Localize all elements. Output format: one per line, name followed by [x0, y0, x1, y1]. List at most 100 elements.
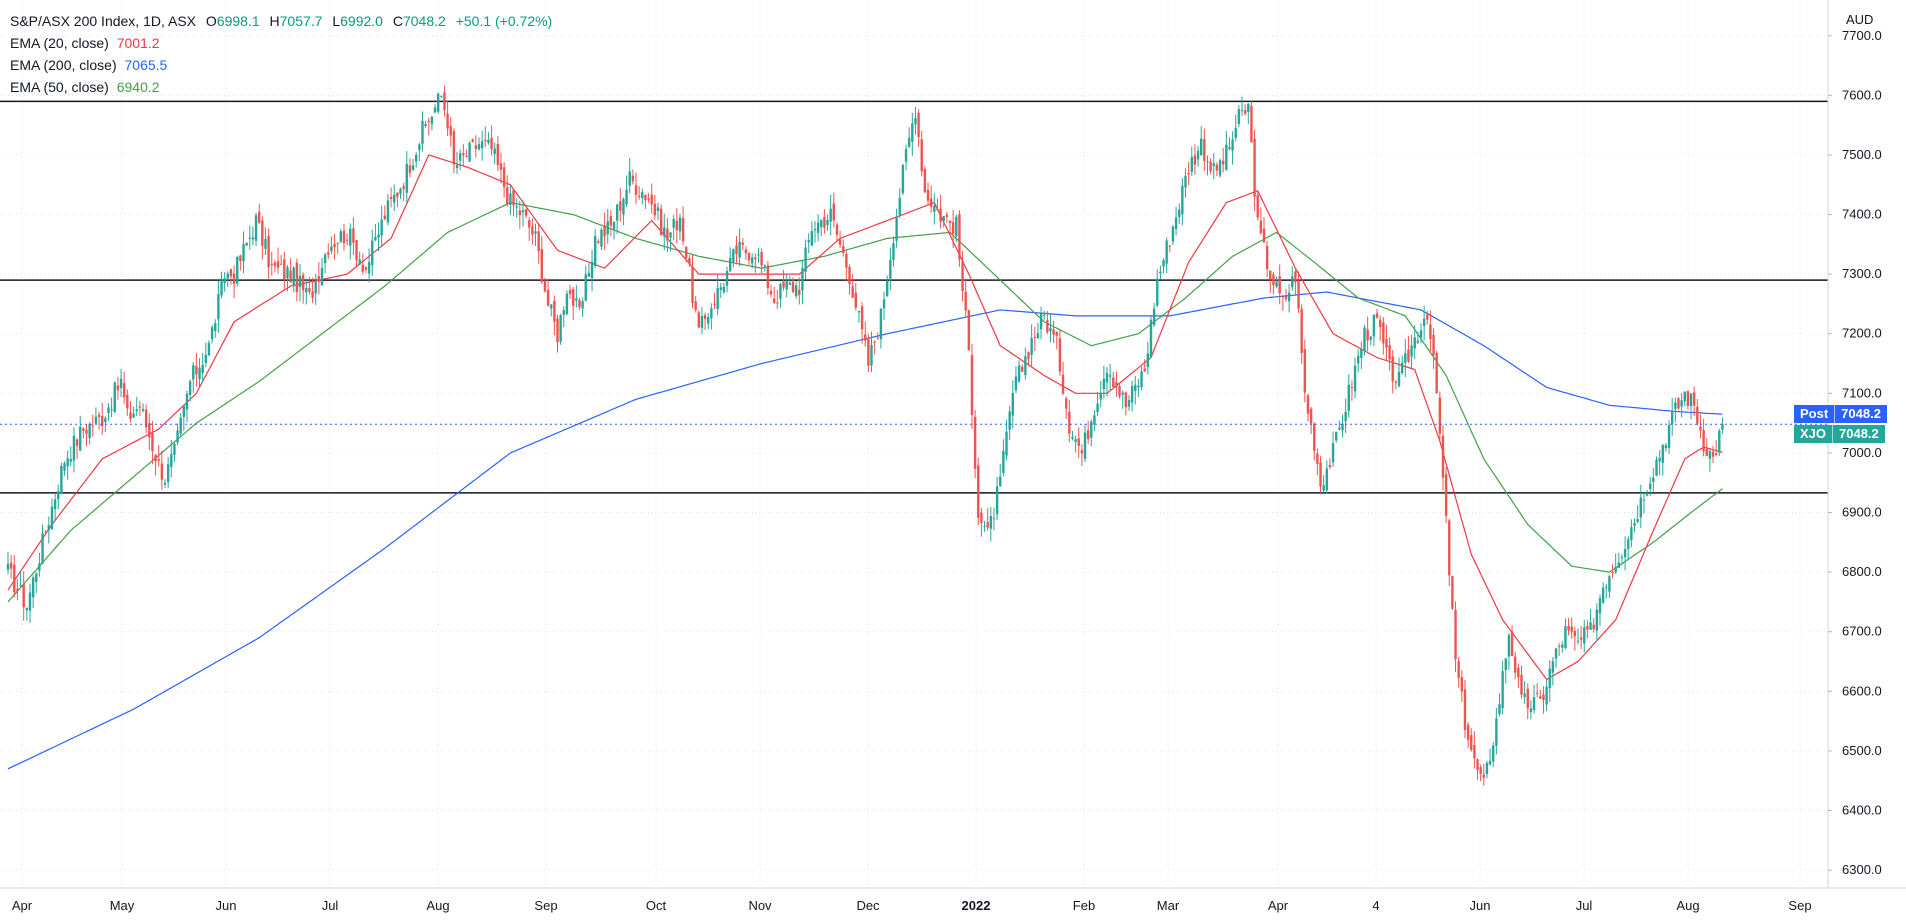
candle-body — [666, 228, 669, 241]
candle-body — [741, 242, 744, 245]
candle-body — [1419, 330, 1423, 338]
candle-body — [892, 243, 895, 260]
candle-body — [1514, 656, 1517, 673]
ema20-value: 7001.2 — [116, 35, 160, 51]
candle-body — [22, 584, 25, 608]
candle-body — [239, 255, 242, 261]
candle-body — [1617, 562, 1621, 568]
candle-body — [493, 148, 496, 154]
candle-body — [1275, 281, 1278, 287]
candle-body — [719, 287, 722, 290]
candle-body — [421, 120, 424, 144]
candle-body — [1476, 759, 1479, 771]
candle-body — [791, 281, 795, 292]
candle-body — [320, 268, 324, 286]
candle-body — [480, 141, 484, 149]
change-value: +50.1 (+0.72%) — [455, 13, 553, 29]
candle-body — [1052, 329, 1055, 335]
candle-body — [1400, 362, 1404, 373]
candle-body — [807, 240, 810, 243]
chart-grid — [0, 0, 1828, 888]
candle-body — [634, 185, 638, 195]
candle-body — [810, 231, 814, 246]
close-label: C — [392, 13, 403, 29]
candle-body — [1488, 760, 1492, 765]
low-value: 6992.0 — [340, 13, 383, 29]
x-tick-label: May — [110, 898, 135, 913]
candle-body — [1206, 161, 1209, 163]
candle-body — [104, 418, 107, 422]
x-tick-label: Sep — [534, 898, 557, 913]
candle-body — [1378, 319, 1382, 327]
candle-body — [301, 274, 305, 291]
post-tag-label: Post — [1794, 405, 1836, 423]
candle-body — [1611, 572, 1614, 574]
candle-body — [427, 120, 430, 122]
ema200-label: EMA (200, close) — [10, 57, 117, 73]
candle-body — [977, 465, 980, 518]
candle-body — [823, 217, 826, 228]
x-tick-label: Apr — [12, 898, 33, 913]
candle-body — [603, 225, 606, 237]
candle-body — [232, 273, 236, 285]
candle-body — [546, 289, 550, 306]
candle-body — [750, 257, 754, 264]
candle-body — [446, 113, 449, 129]
candle-body — [1529, 708, 1533, 713]
ema50-legend[interactable]: EMA (50, close) 6940.2 — [10, 76, 552, 98]
candle-body — [75, 439, 79, 446]
candle-body — [1598, 598, 1602, 614]
candle-body — [1357, 355, 1360, 364]
candle-body — [1055, 331, 1058, 336]
candle-body — [782, 281, 785, 288]
candle-body — [1667, 424, 1671, 448]
candle-body — [1265, 245, 1269, 270]
candle-body — [1375, 313, 1379, 318]
candle-body — [339, 231, 343, 242]
candle-body — [455, 164, 459, 168]
ema20-legend[interactable]: EMA (20, close) 7001.2 — [10, 32, 552, 54]
x-tick-label: Mar — [1157, 898, 1180, 913]
candle-body — [983, 525, 986, 527]
candle-body — [1086, 430, 1090, 439]
candle-body — [556, 318, 559, 343]
candle-body — [1137, 385, 1140, 388]
candle-body — [685, 246, 688, 258]
candle-body — [1256, 194, 1259, 218]
candle-body — [1360, 348, 1363, 358]
x-tick-label: Jul — [322, 898, 339, 913]
candle-body — [653, 203, 657, 216]
candle-body — [923, 168, 927, 193]
candle-body — [1504, 658, 1507, 671]
candle-body — [939, 208, 942, 222]
candle-body — [53, 499, 57, 510]
candle-body — [1548, 668, 1551, 689]
candle-body — [842, 245, 845, 253]
candle-body — [1448, 520, 1451, 576]
candle-body — [710, 308, 713, 319]
candle-body — [1008, 411, 1011, 430]
candle-body — [999, 476, 1002, 486]
candle-body — [499, 163, 503, 170]
y-tick-label: 7700.0 — [1842, 28, 1882, 43]
candle-body — [88, 423, 91, 438]
candle-body — [314, 281, 317, 294]
candle-body — [408, 165, 412, 173]
candle-body — [1721, 424, 1724, 430]
candle-body — [144, 409, 148, 428]
candle-body — [1049, 327, 1052, 332]
candle-body — [1253, 138, 1256, 197]
candle-body — [474, 145, 478, 149]
candle-body — [1061, 374, 1065, 394]
candle-body — [521, 210, 525, 213]
candle-body — [1605, 586, 1608, 588]
candle-body — [19, 585, 22, 587]
ema200-legend[interactable]: EMA (200, close) 7065.5 — [10, 54, 552, 76]
y-tick-label: 6800.0 — [1842, 564, 1882, 579]
candle-body — [926, 189, 930, 201]
candle-body — [25, 607, 29, 611]
candle-body — [914, 117, 917, 125]
candle-body — [1576, 640, 1580, 642]
x-tick-label: Aug — [1676, 898, 1699, 913]
